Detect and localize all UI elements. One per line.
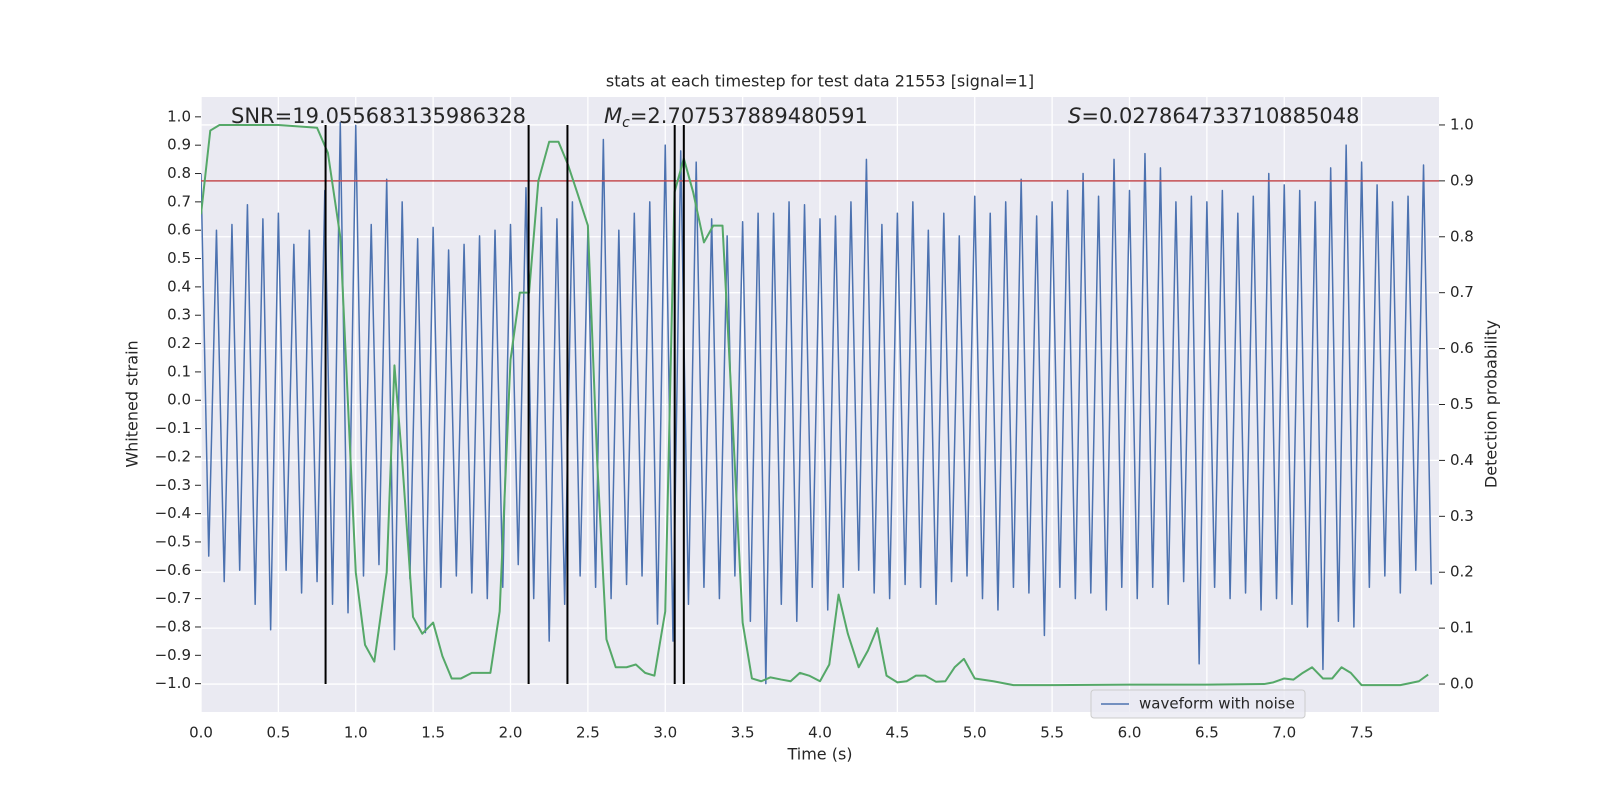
x-tick-label: 6.5: [1195, 724, 1219, 742]
y-axis-label: Whitened strain: [123, 340, 142, 467]
y-tick-label: 0.1: [167, 362, 191, 380]
y-tick-label: 0.5: [167, 249, 191, 267]
y-tick-label: 0.7: [167, 192, 191, 210]
y-tick-label: 1.0: [167, 107, 191, 125]
y2-tick-label: 0.0: [1450, 675, 1474, 693]
y2-tick-label: 0.1: [1450, 619, 1474, 637]
y2-tick-label: 1.0: [1450, 115, 1474, 133]
x-tick-label: 7.5: [1350, 724, 1374, 742]
y2-tick-label: 0.8: [1450, 227, 1474, 245]
y2-tick-label: 0.7: [1450, 283, 1474, 301]
legend-box: [1090, 689, 1306, 719]
x-tick-label: 3.0: [653, 724, 677, 742]
y-tick-label: −0.9: [155, 646, 191, 664]
x-tick-label: 0.0: [189, 724, 213, 742]
annotation: SNR=19.055683135986328: [231, 104, 526, 128]
x-tick-label: 1.5: [421, 724, 445, 742]
y-tick-label: −1.0: [155, 674, 191, 692]
y-tick-label: 0.9: [167, 136, 191, 154]
x-tick-label: 6.0: [1118, 724, 1142, 742]
x-tick-label: 4.5: [885, 724, 909, 742]
y-tick-label: 0.4: [167, 277, 191, 295]
x-tick-label: 2.0: [499, 724, 523, 742]
annotation: Mc=2.707537889480591: [604, 104, 868, 131]
x-tick-label: 2.5: [576, 724, 600, 742]
annotation-text: =2.707537889480591: [630, 104, 868, 128]
chart-title: stats at each timestep for test data 215…: [606, 72, 1034, 91]
series-line: [201, 123, 1429, 687]
annotation-subscript: c: [622, 115, 630, 131]
annotation-symbol: S: [1068, 104, 1081, 128]
y2-tick-label: 0.5: [1450, 395, 1474, 413]
x-axis-label: Time (s): [786, 745, 852, 764]
annotations: SNR=19.055683135986328 Mc=2.7075378894805…: [231, 104, 1359, 131]
y-tick-label: 0.0: [167, 391, 191, 409]
annotation: S=0.027864733710885048: [1068, 104, 1359, 128]
y2-axis-label: Detection probability: [1482, 320, 1501, 488]
y2-tick-label: 0.4: [1450, 451, 1474, 469]
y-tick-label: 0.8: [167, 164, 191, 182]
y-tick-label: −0.7: [155, 589, 191, 607]
x-tick-label: 5.5: [1040, 724, 1064, 742]
y-tick-label: −0.3: [155, 476, 191, 494]
legend-label: waveform with noise: [1139, 695, 1295, 713]
legend: waveform with noise: [1090, 689, 1306, 719]
x-tick-label: 3.5: [731, 724, 755, 742]
x-tick-label: 5.0: [963, 724, 987, 742]
y2-tick-label: 0.6: [1450, 339, 1474, 357]
x-tick-label: 4.0: [808, 724, 832, 742]
y-tick-label: 0.3: [167, 306, 191, 324]
y-tick-label: −0.1: [155, 419, 191, 437]
y-tick-label: 0.6: [167, 221, 191, 239]
y-tick-label: −0.6: [155, 561, 191, 579]
annotation-symbol: M: [604, 104, 622, 128]
annotation-text: =0.027864733710885048: [1081, 104, 1359, 128]
series-line: [201, 121, 1433, 685]
y-tick-label: −0.4: [155, 504, 191, 522]
x-tick-label: 0.5: [266, 724, 290, 742]
y-tick-label: −0.8: [155, 617, 191, 635]
x-tick-label: 1.0: [344, 724, 368, 742]
ticks: 0.0 0.5 1.0 1.5 2.0 2.5 3.0 3.5 4.0 4.5 5.0 5.5 6.0 6…: [155, 107, 1474, 741]
y-tick-label: −0.2: [155, 447, 191, 465]
y-tick-label: 0.2: [167, 334, 191, 352]
y2-tick-label: 0.2: [1450, 563, 1474, 581]
y2-tick-label: 0.9: [1450, 171, 1474, 189]
annotation-text: SNR=19.055683135986328: [231, 104, 526, 128]
x-tick-label: 7.0: [1272, 724, 1296, 742]
plot-marks: [201, 121, 1439, 687]
y2-tick-label: 0.3: [1450, 507, 1474, 525]
y-tick-label: −0.5: [155, 532, 191, 550]
